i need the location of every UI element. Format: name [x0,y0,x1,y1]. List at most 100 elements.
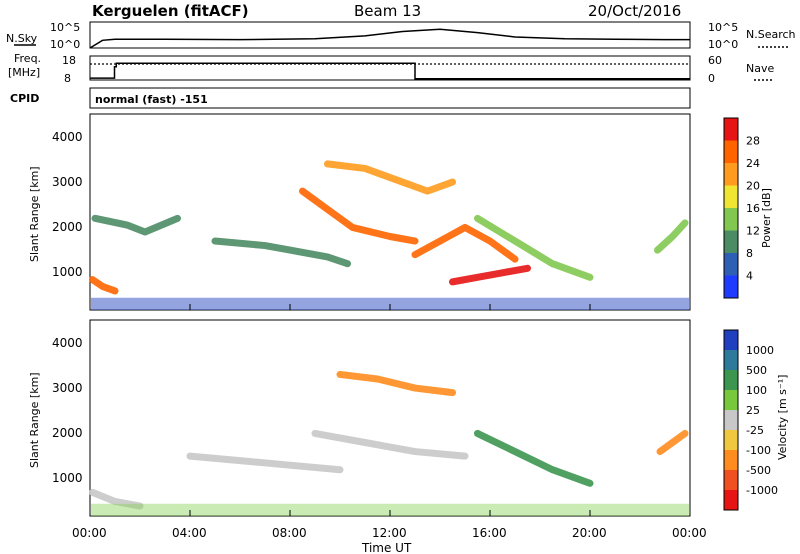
velocity-band-mid-gray [186,452,344,474]
velocity-colorbar-swatch-7 [724,350,738,370]
velocity-colorbar-label-5: 100 [746,384,767,397]
x-tick-label-3: 12:00 [372,526,407,540]
power-colorbar-swatch-1 [724,253,738,276]
nsky-panel [89,21,691,49]
power-colorbar-swatch-7 [724,118,738,141]
velocity-data-layer [89,370,689,516]
freq-series [90,62,690,80]
power-band-evening-band [449,264,531,286]
velocity-colorbar-label-2: -100 [746,444,771,457]
velocity-y-tick-3000: 3000 [52,381,83,395]
nsearch-top-tick: 10^5 [708,21,738,34]
power-colorbar-swatch-6 [724,140,738,163]
nsearch-label: N.Search [746,28,796,41]
power-band-early-band [91,214,181,236]
power-colorbar-swatch-0 [724,275,738,298]
velocity-colorbar-swatch-4 [724,410,738,430]
beam-label: Beam 13 [354,2,421,20]
power-colorbar-label-1: 8 [746,247,753,260]
x-tick-label-6: 00:00 [672,526,707,540]
radar-title: Kerguelen (fitACF) [92,2,249,20]
power-plot-area [89,113,691,311]
velocity-colorbar-label-6: 500 [746,364,767,377]
velocity-band-late-orange [656,429,689,456]
nsky-top-tick: 10^5 [50,21,80,34]
freq-panel [89,55,691,81]
x-tick-label-2: 08:00 [272,526,307,540]
velocity-y-tick-2000: 2000 [52,426,83,440]
power-band-dawn-cloud [324,160,456,195]
velocity-colorbar-swatch-5 [724,390,738,410]
cpid-panel [89,87,691,109]
velocity-band-near-range [89,488,144,510]
power-band-upper-band [299,187,419,245]
power-colorbar-swatch-3 [724,208,738,231]
power-y-tick-4000: 4000 [52,130,83,144]
power-near-range-strip [91,297,689,310]
cpid-text: normal (fast) -151 [95,93,208,106]
x-tick-label-5: 20:00 [572,526,607,540]
velocity-colorbar-title: Velocity [m s⁻¹] [776,375,789,460]
power-colorbar-swatch-2 [724,230,738,253]
velocity-colorbar-swatch-0 [724,490,738,510]
power-band-near-range-echo [89,276,119,295]
velocity-colorbar-label-4: 25 [746,404,760,417]
velocity-y-label: Slant Range [km] [28,372,41,468]
x-tick-label-1: 04:00 [172,526,207,540]
velocity-near-range-strip [91,503,689,516]
nave-bottom-tick: 0 [708,72,715,85]
power-y-label: Slant Range [km] [28,166,41,262]
power-band-mid-band [211,237,351,268]
power-colorbar-label-2: 12 [746,225,760,238]
velocity-band-upper-gray [311,429,469,460]
power-y-tick-1000: 1000 [52,265,83,279]
velocity-band-green-descend [474,429,594,487]
nave-label: Nave [746,62,774,75]
power-colorbar-swatch-4 [724,185,738,208]
nsky-series [89,28,690,49]
velocity-band-orange-cloud [336,370,456,397]
time-axis: 00:00 04:00 08:00 12:00 16:00 20:00 00:00 [72,304,707,540]
freq-top-tick: 18 [62,54,76,67]
power-colorbar-label-5: 24 [746,157,760,170]
velocity-y-tick-4000: 4000 [52,336,83,350]
power-colorbar-frame [723,117,739,299]
power-colorbar-label-0: 4 [746,270,753,283]
velocity-colorbar-swatch-1 [724,470,738,490]
power-colorbar-title: Power [dB] [760,188,773,248]
power-colorbar-label-6: 28 [746,135,760,148]
power-colorbar-label-3: 16 [746,202,760,215]
velocity-colorbar-label-7: 1000 [746,344,774,357]
power-colorbar-label-4: 20 [746,180,760,193]
power-colorbar: 4 8 12 16 20 24 28 [723,117,760,299]
power-y-tick-2000: 2000 [52,220,83,234]
date-label: 20/Oct/2016 [588,2,681,20]
power-band-midnight-tail [654,219,689,254]
velocity-panel: Slant Range [km] 1000 2000 3000 4000 -10… [28,319,789,517]
x-tick-label-0: 00:00 [72,526,107,540]
power-band-post-13-band [411,223,519,263]
x-tick-label-4: 16:00 [472,526,507,540]
velocity-y-tick-1000: 1000 [52,471,83,485]
power-colorbar-swatch-5 [724,163,738,186]
nsky-label: N.Sky [6,32,38,45]
velocity-colorbar-swatch-8 [724,330,738,350]
velocity-colorbar-label-3: -25 [746,424,764,437]
nsky-bottom-tick: 10^0 [50,38,80,51]
velocity-plot-area [89,319,691,517]
power-y-tick-3000: 3000 [52,175,83,189]
nsearch-bottom-tick: 10^0 [708,38,738,51]
velocity-colorbar-swatch-6 [724,370,738,390]
x-axis-label: Time UT [361,541,412,554]
nave-top-tick: 60 [708,54,722,67]
cpid-label: CPID [10,92,39,105]
power-data-layer [89,160,689,310]
velocity-colorbar-swatch-3 [724,430,738,450]
freq-bottom-tick: 8 [64,72,71,85]
velocity-colorbar-frame [723,329,739,511]
power-band-late-descend [474,214,594,281]
power-panel: Slant Range [km] 1000 2000 3000 4000 4 8 1… [28,113,773,311]
velocity-colorbar-label-0: -1000 [746,484,778,497]
freq-label-line2: [MHz] [8,66,40,79]
